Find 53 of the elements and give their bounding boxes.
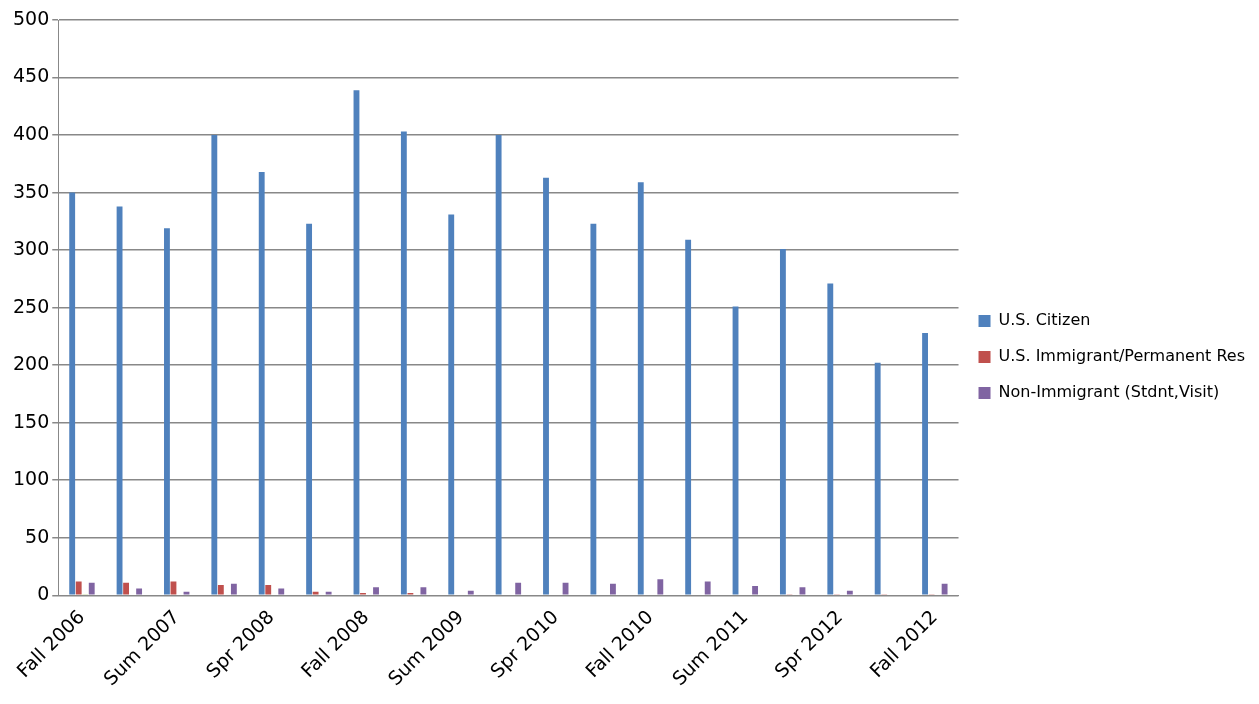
bar xyxy=(136,588,143,595)
bar xyxy=(373,587,379,595)
bar xyxy=(217,584,224,595)
y-tick-label: 450 xyxy=(13,64,50,87)
bar xyxy=(685,239,692,595)
legend-label: U.S. Immigrant/Permanent Res xyxy=(998,346,1246,366)
bar xyxy=(495,135,502,595)
bar xyxy=(258,171,265,595)
bar xyxy=(69,192,76,595)
bar xyxy=(75,581,82,595)
bar xyxy=(325,591,332,595)
y-tick-label: 350 xyxy=(13,179,50,202)
y-tick-label: 250 xyxy=(13,294,50,317)
bar xyxy=(123,582,130,595)
bar xyxy=(610,583,616,595)
bar xyxy=(278,588,285,595)
bar xyxy=(88,582,95,595)
bar xyxy=(657,579,664,595)
y-tick-label: 300 xyxy=(13,237,50,260)
y-tick-label: 0 xyxy=(37,582,50,605)
bar xyxy=(752,586,759,595)
bar xyxy=(170,581,177,595)
bar xyxy=(400,131,407,595)
bar xyxy=(420,587,427,595)
bar xyxy=(467,590,474,595)
bar xyxy=(779,248,786,595)
bar xyxy=(922,332,928,595)
bar xyxy=(230,583,237,595)
y-tick-label: 150 xyxy=(13,409,50,432)
bar xyxy=(941,583,948,595)
bar xyxy=(846,590,853,595)
bar xyxy=(704,581,711,595)
bar xyxy=(799,587,806,595)
bar xyxy=(265,584,272,595)
legend-label: U.S. Citizen xyxy=(998,310,1091,330)
y-tick-label: 100 xyxy=(13,467,50,490)
y-tick-label: 50 xyxy=(25,524,50,547)
bar xyxy=(312,591,319,595)
bar xyxy=(211,135,218,595)
bar xyxy=(590,223,597,595)
bar xyxy=(827,283,834,595)
bar xyxy=(543,177,549,595)
bar xyxy=(183,591,190,595)
y-tick-label: 200 xyxy=(13,352,50,375)
bar xyxy=(448,214,455,595)
bar xyxy=(164,228,170,595)
bar xyxy=(637,182,644,595)
y-tick-label: 500 xyxy=(13,6,50,29)
y-tick-label: 400 xyxy=(13,121,50,144)
bar xyxy=(515,582,522,595)
legend-label: Non-Immigrant (Stdnt,Visit) xyxy=(998,382,1220,402)
bar xyxy=(874,362,881,595)
bar xyxy=(306,223,313,595)
